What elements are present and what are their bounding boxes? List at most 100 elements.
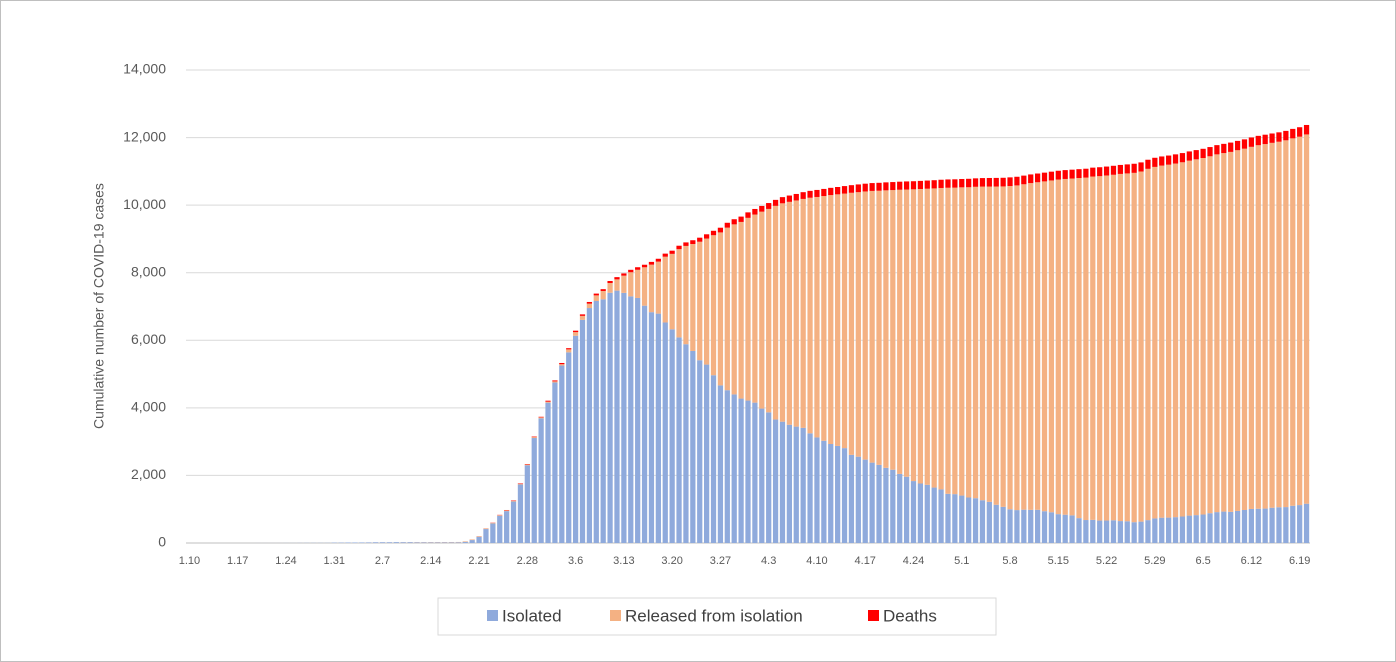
x-tick-label: 3.13	[613, 555, 634, 567]
bar-segment	[1186, 151, 1192, 161]
bar-segment	[752, 402, 758, 543]
bar-segment	[855, 456, 861, 543]
legend-swatch	[487, 610, 498, 621]
bar-segment	[828, 187, 834, 196]
bar-segment	[455, 542, 462, 543]
bar-segment	[1290, 128, 1296, 139]
y-tick-label: 10,000	[123, 196, 166, 212]
bar-segment	[1069, 515, 1075, 543]
bar-segment	[890, 182, 896, 191]
bar-segment	[1179, 516, 1186, 543]
bar-segment	[1241, 139, 1248, 149]
bar-segment	[1248, 508, 1255, 543]
bar-segment	[600, 299, 606, 543]
bar-segment	[959, 495, 965, 543]
bar-segment	[1152, 157, 1158, 167]
bar-segment	[628, 296, 634, 543]
bar-segment	[724, 390, 730, 543]
bar-segment	[848, 185, 855, 193]
bar-segment	[738, 398, 744, 543]
bar-segment	[462, 541, 468, 542]
bar-segment	[1097, 167, 1103, 177]
bar-segment	[483, 529, 489, 543]
bar-segment	[1000, 177, 1006, 187]
bar-segment	[373, 542, 379, 543]
bar-segment	[621, 273, 627, 276]
x-tick-label: 5.8	[1002, 555, 1017, 567]
bar-segment	[835, 186, 841, 195]
bar-segment	[979, 178, 986, 187]
bar-segment	[1159, 156, 1165, 166]
bar-segment	[552, 381, 558, 383]
bar-segment	[938, 187, 944, 490]
bar-segment	[1179, 162, 1186, 517]
bar-segment	[841, 193, 848, 449]
bar-segment	[1034, 173, 1041, 183]
bar-segment	[945, 179, 951, 188]
bar-segment	[1083, 168, 1089, 178]
bar-segment	[669, 329, 675, 543]
bar-segment	[476, 536, 482, 537]
bar-segment	[490, 522, 496, 524]
bar-segment	[545, 402, 551, 543]
bar-segment	[1069, 178, 1075, 516]
bar-segment	[428, 542, 434, 543]
bar-segment	[786, 424, 792, 543]
bar-segment	[635, 267, 641, 270]
bar-segment	[1200, 514, 1206, 543]
x-tick-label: 1.17	[227, 555, 248, 567]
y-tick-label: 4,000	[131, 399, 166, 415]
bar-segment	[1145, 520, 1151, 543]
bar-segment	[345, 542, 351, 543]
bar-segment	[1048, 512, 1055, 543]
bar-segment	[683, 344, 689, 543]
bar-segment	[1014, 176, 1020, 186]
bar-segment	[786, 201, 792, 425]
bar-segment	[986, 177, 992, 187]
bar-segment	[779, 203, 786, 422]
bar-segment	[1028, 183, 1034, 510]
bar-segment	[648, 264, 655, 313]
bar-segment	[1179, 153, 1186, 163]
bar-segment	[1007, 186, 1013, 510]
bar-segment	[752, 208, 758, 215]
bar-segment	[614, 279, 620, 291]
bar-segment	[352, 542, 358, 543]
x-tick-label: 6.12	[1241, 555, 1262, 567]
bar-segment	[876, 190, 882, 465]
bar-segment	[641, 267, 648, 306]
bar-segment	[1124, 164, 1130, 174]
bar-segment	[635, 297, 641, 543]
bar-segment	[1083, 520, 1089, 543]
bar-segment	[704, 234, 710, 239]
bar-segment	[835, 445, 841, 543]
legend-label: Isolated	[502, 606, 562, 625]
bar-segment	[897, 473, 903, 543]
bar-segment	[1103, 175, 1110, 521]
bar-segment	[710, 235, 717, 376]
bar-segment	[531, 436, 537, 438]
x-tick-label: 1.31	[324, 555, 345, 567]
bar-segment	[1234, 150, 1241, 511]
bar-segment	[1014, 185, 1020, 511]
bar-segment	[607, 292, 613, 543]
bar-segment	[1297, 127, 1303, 137]
bar-segment	[1248, 137, 1255, 147]
bar-segment	[766, 203, 772, 209]
bar-segment	[1138, 171, 1144, 522]
bar-segment	[1041, 511, 1048, 543]
bar-segment	[690, 350, 696, 543]
bar-segment	[759, 211, 765, 409]
bar-segment	[814, 189, 820, 197]
bar-segment	[1221, 511, 1227, 543]
bar-segment	[538, 416, 544, 418]
bar-segment	[945, 493, 951, 543]
bar-segment	[1297, 505, 1303, 543]
bar-segment	[552, 380, 558, 382]
bar-segment	[1283, 507, 1289, 543]
bar-segment	[821, 196, 827, 441]
bar-segment	[738, 216, 744, 222]
legend-swatch	[610, 610, 621, 621]
bar-segment	[614, 290, 620, 543]
bar-segment	[572, 332, 579, 336]
